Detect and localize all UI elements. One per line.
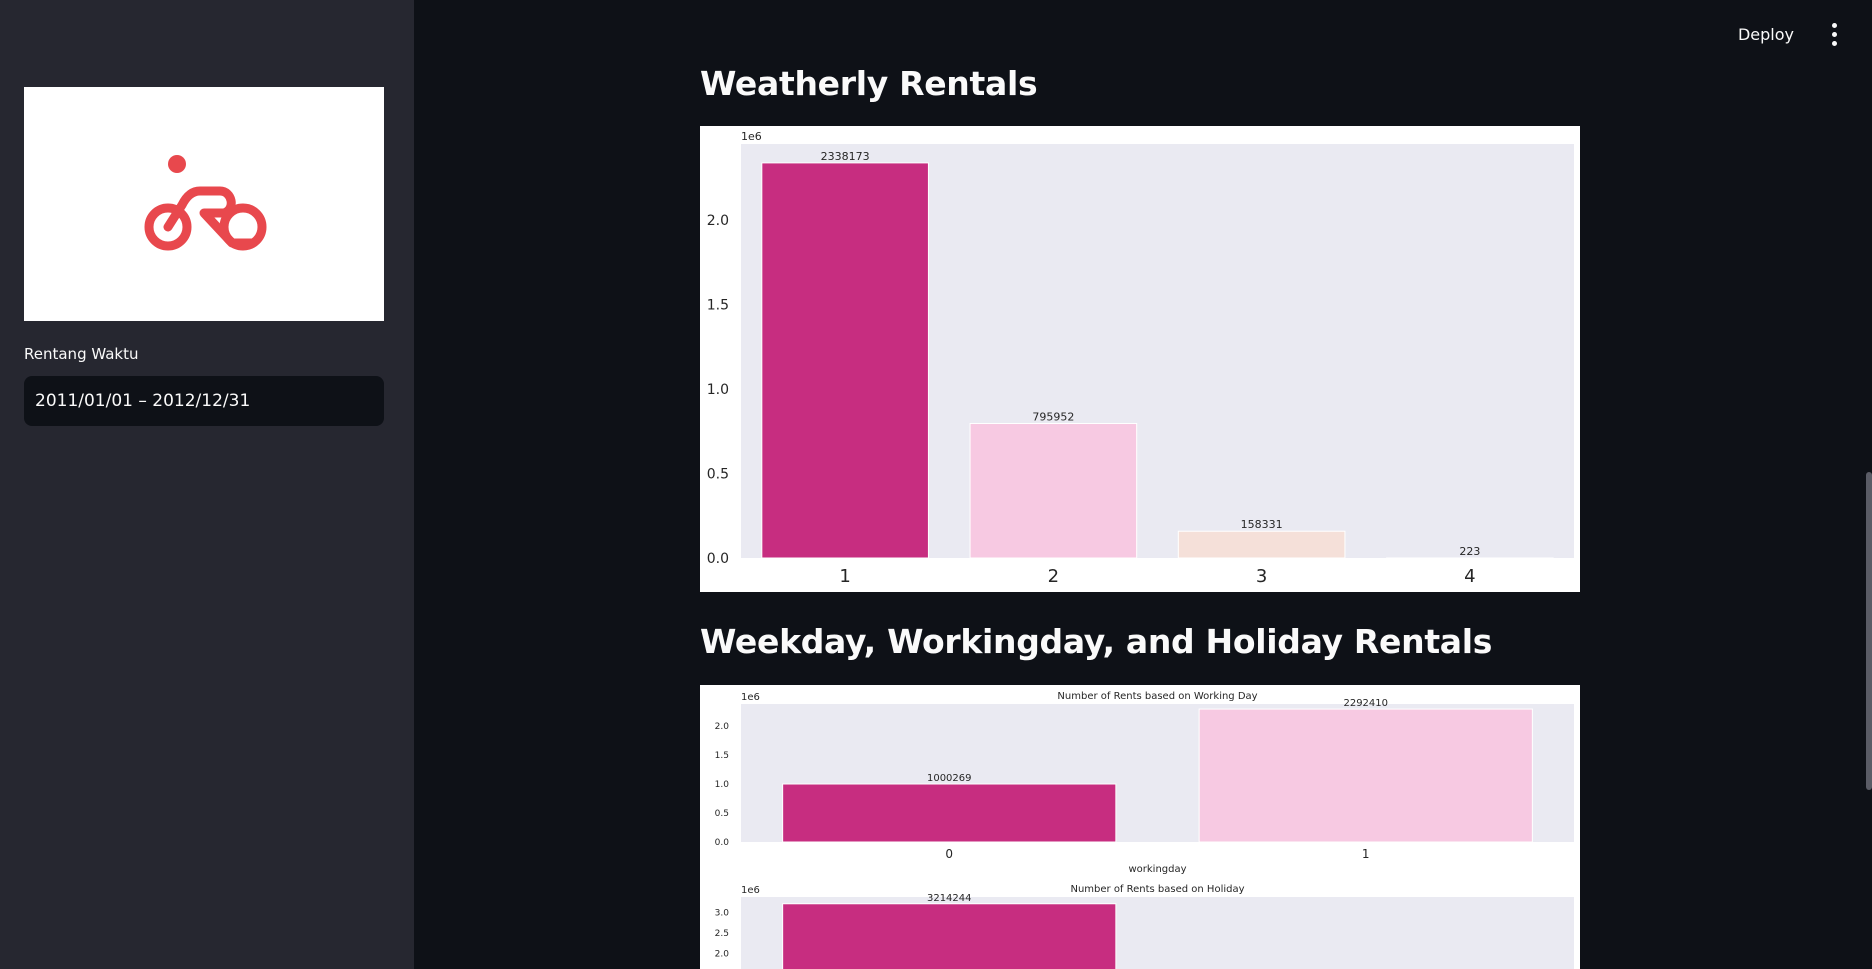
weather-chart: 1e6 0.0 0.5 1.0 1.5 2.0 2338173 1 795952 2 158331 3… [700, 126, 1580, 592]
holiday-chart-bar [782, 903, 1117, 969]
weather-chart-ytick-label: 1.5 [707, 297, 729, 313]
weekday-charts: Number of Rents based on Working Day 1e6 0… [700, 685, 1580, 969]
weather-chart-xtick-label: 4 [1464, 566, 1475, 587]
logo-image [24, 87, 384, 321]
weather-chart-offset-label: 1e6 [741, 130, 762, 143]
workingday-chart-ytick-label: 2.0 [715, 722, 730, 732]
weather-chart-bar [969, 423, 1138, 559]
workingday-chart-svg: Number of Rents based on Working Day 1e6 0… [715, 691, 1574, 969]
holiday-chart-title: Number of Rents based on Holiday [1070, 884, 1244, 895]
workingday-chart-ytick-label: 0.5 [715, 809, 729, 819]
workingday-chart-bar [782, 783, 1117, 843]
weekday-section-title: Weekday, Workingday, and Holiday Rentals [700, 622, 1493, 661]
workingday-chart-ytick-label: 0.0 [715, 838, 730, 848]
weather-chart-ytick-label: 0.0 [707, 551, 729, 567]
workingday-chart-data-label: 1000269 [927, 773, 972, 784]
workingday-chart-ytick-label: 1.0 [715, 780, 730, 790]
scrollbar-thumb[interactable] [1866, 472, 1872, 790]
workingday-chart-ytick-label: 1.5 [715, 751, 729, 761]
weather-chart-xtick-label: 3 [1256, 566, 1267, 587]
sidebar: Rentang Waktu 2011/01/01 – 2012/12/31 [0, 0, 414, 969]
workingday-chart-xtick-label: 0 [945, 847, 953, 861]
holiday-chart-data-label: 3214244 [927, 893, 972, 904]
weather-chart-ytick-label: 2.0 [707, 213, 729, 229]
workingday-chart-data-label: 2292410 [1343, 698, 1388, 709]
workingday-chart-xtick-label: 1 [1362, 847, 1370, 861]
weather-chart-bar [1177, 530, 1346, 559]
date-range-value: 2011/01/01 – 2012/12/31 [35, 391, 251, 411]
weather-chart-data-label: 223 [1459, 545, 1480, 558]
weather-chart-svg: 1e6 0.0 0.5 1.0 1.5 2.0 2338173 1 795952 2 158331 3… [707, 130, 1574, 587]
workingday-chart-bar [1198, 708, 1533, 843]
weather-chart-data-label: 795952 [1032, 411, 1074, 424]
weather-chart-bar [761, 162, 929, 559]
deploy-button[interactable]: Deploy [1737, 24, 1794, 44]
weather-chart-xtick-label: 1 [839, 566, 850, 587]
weather-chart-xtick-label: 2 [1048, 566, 1059, 587]
weather-chart-ytick-label: 1.0 [707, 382, 729, 398]
date-range-input[interactable]: 2011/01/01 – 2012/12/31 [24, 376, 384, 426]
holiday-chart-ytick-label: 2.5 [715, 929, 729, 939]
holiday-chart-offset-label: 1e6 [741, 885, 760, 896]
bicycle-rider-icon [144, 155, 267, 251]
holiday-chart-ytick-label: 3.0 [715, 909, 730, 919]
workingday-chart-title: Number of Rents based on Working Day [1057, 691, 1257, 702]
workingday-chart-xlabel: workingday [1128, 864, 1186, 875]
weather-chart-data-label: 158331 [1241, 518, 1283, 531]
weather-chart-ytick-label: 0.5 [707, 466, 729, 482]
date-range-label: Rentang Waktu [24, 345, 139, 363]
vertical-dots-icon[interactable] [1822, 18, 1846, 50]
workingday-chart-offset-label: 1e6 [741, 692, 760, 703]
holiday-chart-ytick-label: 2.0 [715, 949, 730, 959]
weather-chart-data-label: 2338173 [821, 150, 870, 163]
weather-section-title: Weatherly Rentals [700, 64, 1038, 103]
header-actions: Deploy [1734, 18, 1846, 50]
